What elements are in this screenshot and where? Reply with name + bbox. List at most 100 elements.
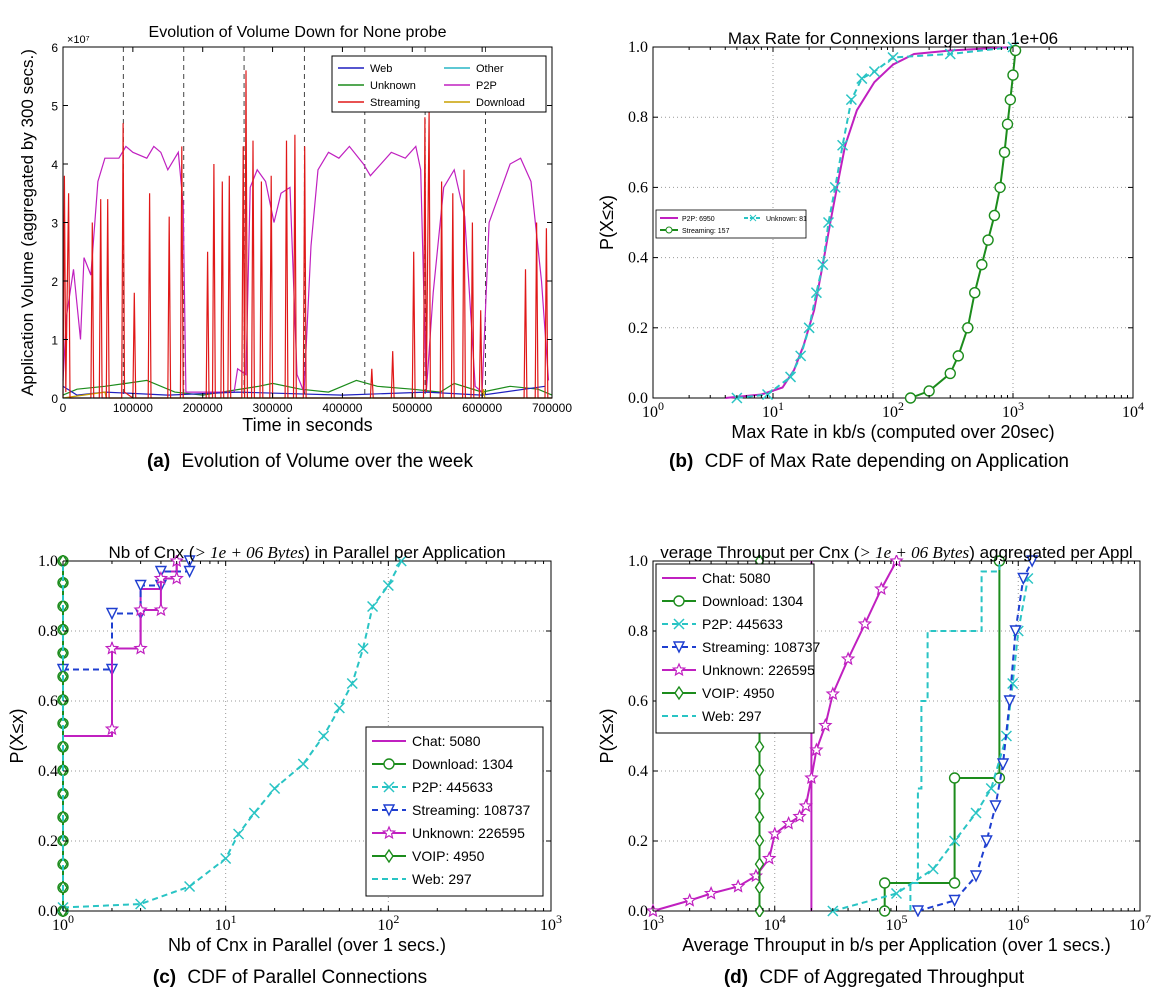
x-tick-label: 102 [377, 912, 399, 934]
x-tick-label: 106 [1007, 912, 1029, 934]
chart-title: Evolution of Volume Down for None probe [149, 24, 447, 41]
series-point-streaming [1003, 119, 1013, 129]
legend-label: Streaming: 108737 [412, 802, 531, 818]
x-tick-label: 103 [1002, 399, 1024, 421]
legend-label: Chat: 5080 [702, 570, 771, 586]
x-tick-exponent: 0 [658, 399, 664, 413]
x-tick-exponent: 3 [1018, 399, 1024, 413]
x-tick-base: 10 [642, 404, 658, 421]
legend-label: Unknown [370, 80, 416, 92]
legend-marker [674, 596, 684, 606]
x-tick-label: 100000 [113, 401, 153, 415]
x-tick-base: 10 [762, 404, 778, 421]
caption-a-text: Evolution of Volume over the week [182, 451, 474, 472]
y-axis-label: P(X≤x) [597, 195, 617, 250]
series-point-streaming [977, 260, 987, 270]
y-tick-label: 0.6 [38, 693, 58, 710]
y-tick-label: 1.0 [628, 39, 648, 56]
legend-label: Unknown: 226595 [412, 825, 525, 841]
x-tick-label: 500000 [392, 401, 432, 415]
series-point-streaming [989, 210, 999, 220]
y-tick-label: 1.0 [628, 553, 648, 570]
legend-label: Streaming [370, 97, 420, 109]
x-axis-label: Average Throuput in b/s per Application … [682, 935, 1111, 955]
panel-b-max-rate-cdf: 0.00.20.40.60.81.0100 101 102 103 104Max Rat… [597, 29, 1144, 442]
x-tick-label: 400000 [322, 401, 362, 415]
x-tick-base: 10 [215, 917, 231, 934]
legend-label: P2P: 445633 [412, 779, 493, 795]
y-multiplier-label: ×10⁷ [67, 34, 90, 46]
series-point-streaming [963, 323, 973, 333]
x-tick-exponent: 4 [1138, 399, 1144, 413]
caption-b-text: CDF of Max Rate depending on Application [705, 451, 1069, 472]
caption-b-tag: (b) [669, 451, 693, 472]
caption-c-tag: (c) [153, 967, 176, 988]
x-tick-label: 700000 [532, 401, 572, 415]
series-point-streaming [995, 182, 1005, 192]
title-part: > 1e + 06 Bytes [194, 543, 304, 562]
chart-title: Nb of Cnx (> 1e + 06 Bytes) in Parallel … [108, 543, 505, 562]
legend-label: Streaming: 108737 [702, 639, 821, 655]
legend-label: Streaming: 157 [682, 228, 730, 235]
y-tick-label: 6 [51, 41, 58, 55]
y-axis-label: Application Volume (aggregated by 300 se… [18, 49, 37, 396]
x-tick-exponent: 4 [780, 912, 786, 926]
x-tick-base: 10 [882, 404, 898, 421]
x-tick-exponent: 2 [898, 399, 904, 413]
caption-d: (d) CDF of Aggregated Throughput [724, 967, 1025, 988]
y-tick-label: 0.4 [628, 250, 648, 267]
x-tick-label: 600000 [462, 401, 502, 415]
y-tick-label: 2 [51, 275, 58, 289]
y-tick-label: 0 [51, 392, 58, 406]
x-tick-base: 10 [1122, 404, 1138, 421]
x-tick-exponent: 7 [1145, 912, 1151, 926]
x-tick-label: 105 [886, 912, 908, 934]
panel-c-parallel-cnx-cdf: 0.00.20.40.60.81.0100 101 102 103Nb of Cnx … [7, 543, 562, 955]
x-tick-label: 104 [1122, 399, 1144, 421]
y-tick-label: 0.4 [628, 763, 648, 780]
x-tick-exponent: 6 [1023, 912, 1029, 926]
legend-marker [384, 759, 394, 769]
y-tick-label: 0.8 [38, 623, 58, 640]
x-tick-label: 101 [215, 912, 237, 934]
x-tick-base: 10 [540, 917, 556, 934]
y-tick-label: 3 [51, 217, 58, 231]
legend-label: Chat: 5080 [412, 733, 481, 749]
y-axis-label: P(X≤x) [597, 709, 617, 764]
series-point-download [950, 878, 960, 888]
x-tick-base: 10 [377, 917, 393, 934]
chart-title: verage Throuput per Cnx (> 1e + 06 Bytes… [660, 543, 1132, 562]
x-tick-base: 10 [642, 917, 658, 934]
x-tick-base: 10 [764, 917, 780, 934]
y-tick-label: 4 [51, 158, 58, 172]
legend-label: Web [370, 63, 392, 75]
legend-label: P2P: 445633 [702, 616, 783, 632]
legend-label: Download: 1304 [702, 593, 803, 609]
x-tick-label: 200000 [183, 401, 223, 415]
x-tick-base: 10 [1002, 404, 1018, 421]
x-tick-label: 103 [540, 912, 562, 934]
legend-label: Web: 297 [412, 871, 472, 887]
caption-a: (a) Evolution of Volume over the week [147, 451, 474, 472]
legend-box [656, 210, 806, 238]
series-point-download [880, 878, 890, 888]
legend-label: Other [476, 63, 504, 75]
x-tick-exponent: 1 [231, 912, 237, 926]
series-point-streaming [970, 288, 980, 298]
y-tick-label: 0.2 [628, 833, 648, 850]
y-tick-label: 0.6 [628, 179, 648, 196]
y-tick-label: 0.8 [628, 109, 648, 126]
chart-title: Max Rate for Connexions larger than 1e+0… [728, 29, 1058, 48]
caption-a-tag: (a) [147, 451, 170, 472]
x-axis-label: Max Rate in kb/s (computed over 20sec) [731, 422, 1054, 442]
series-point-streaming [924, 386, 934, 396]
x-tick-label: 104 [764, 912, 786, 934]
x-axis-label: Time in seconds [242, 415, 372, 435]
caption-d-tag: (d) [724, 967, 748, 988]
legend-label: VOIP: 4950 [702, 685, 775, 701]
x-tick-base: 10 [886, 917, 902, 934]
x-tick-label: 102 [882, 399, 904, 421]
caption-c-text: CDF of Parallel Connections [187, 967, 427, 988]
series-point-streaming [906, 393, 916, 403]
